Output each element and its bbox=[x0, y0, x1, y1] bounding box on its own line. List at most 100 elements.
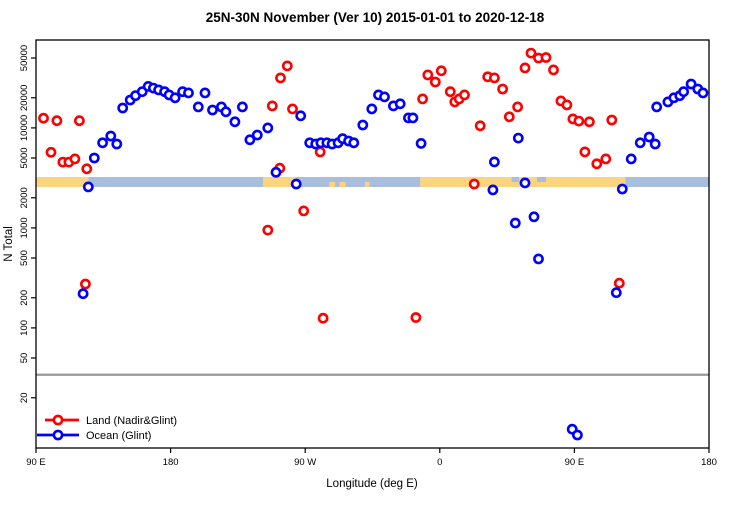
data-point-land bbox=[548, 64, 559, 76]
land-ocean-band bbox=[36, 177, 709, 187]
plot-frame bbox=[35, 39, 710, 449]
data-point-ocean bbox=[379, 91, 390, 103]
band-fleck-land bbox=[365, 182, 370, 187]
data-point-ocean bbox=[512, 132, 524, 144]
data-point-land bbox=[38, 112, 49, 124]
data-point-ocean bbox=[236, 101, 248, 113]
x-tick-label: 90 E bbox=[26, 457, 46, 468]
legend-label-ocean: Ocean (Glint) bbox=[86, 430, 151, 442]
data-point-land bbox=[468, 178, 480, 190]
band-segment-land bbox=[36, 177, 89, 187]
data-point-land bbox=[525, 47, 537, 59]
data-point-ocean bbox=[394, 98, 406, 110]
x-tick-label: 0 bbox=[437, 457, 442, 468]
data-point-land bbox=[81, 163, 93, 175]
data-point-land bbox=[573, 115, 585, 127]
legend-label-land: Land (Nadir&Glint) bbox=[86, 415, 177, 427]
data-point-ocean bbox=[678, 86, 689, 98]
data-point-land bbox=[262, 224, 274, 236]
data-point-ocean bbox=[649, 138, 661, 150]
data-point-land bbox=[410, 312, 422, 323]
data-point-land bbox=[317, 312, 329, 324]
band-fleck-ocean bbox=[537, 177, 546, 182]
y-tick-label: 100 bbox=[19, 320, 30, 336]
data-point-ocean bbox=[651, 101, 663, 113]
data-point-land bbox=[613, 277, 625, 289]
x-tick-label: 90 W bbox=[294, 457, 316, 468]
band-segment-ocean bbox=[296, 177, 421, 187]
data-point-land bbox=[600, 153, 612, 165]
data-point-ocean bbox=[169, 92, 181, 104]
data-point-land bbox=[429, 76, 441, 88]
data-point-ocean bbox=[207, 104, 218, 116]
band-segment-ocean bbox=[625, 177, 709, 187]
y-tick-label: 10000 bbox=[19, 115, 30, 141]
data-point-ocean bbox=[519, 177, 531, 189]
data-point-ocean bbox=[82, 181, 94, 193]
data-point-ocean bbox=[685, 78, 697, 90]
data-point-ocean bbox=[192, 101, 204, 113]
data-point-land bbox=[444, 86, 456, 98]
data-point-ocean bbox=[488, 156, 500, 168]
y-tick-label: 5000 bbox=[19, 147, 30, 168]
data-point-ocean bbox=[229, 116, 241, 128]
data-point-land bbox=[266, 100, 278, 112]
data-point-ocean bbox=[697, 87, 709, 99]
legend-marker-land bbox=[52, 414, 64, 426]
y-tick-label: 2000 bbox=[19, 187, 30, 208]
data-point-ocean bbox=[183, 87, 194, 99]
data-point-ocean bbox=[88, 152, 100, 164]
data-point-ocean bbox=[528, 211, 540, 223]
data-point-ocean bbox=[357, 119, 369, 131]
data-point-land bbox=[519, 62, 531, 74]
data-point-land bbox=[298, 205, 310, 217]
x-tick-label: 180 bbox=[701, 457, 717, 468]
y-tick-label: 50000 bbox=[19, 45, 30, 71]
x-axis-title: Longitude (deg E) bbox=[326, 478, 418, 490]
y-tick-label: 500 bbox=[19, 250, 30, 266]
data-point-ocean bbox=[244, 134, 256, 146]
data-point-ocean bbox=[97, 137, 108, 149]
data-point-land bbox=[497, 83, 508, 95]
legend: Land (Nadir&Glint) Ocean (Glint) bbox=[37, 414, 177, 442]
band-fleck-ocean bbox=[511, 177, 520, 182]
data-point-land bbox=[474, 120, 486, 132]
data-point-land bbox=[275, 72, 286, 84]
data-point-land bbox=[287, 103, 298, 115]
data-point-land bbox=[435, 65, 447, 77]
band-segment-land bbox=[263, 177, 297, 187]
band-segment-ocean bbox=[88, 177, 264, 187]
y-tick-label: 200 bbox=[19, 290, 30, 306]
y-tick-label: 20000 bbox=[19, 85, 30, 111]
y-tick-label: 50 bbox=[19, 353, 30, 364]
data-point-ocean bbox=[270, 166, 282, 178]
data-point-land bbox=[69, 153, 81, 165]
data-point-ocean bbox=[262, 122, 274, 134]
y-tick-label: 1000 bbox=[19, 217, 30, 238]
data-point-ocean bbox=[634, 137, 646, 149]
data-point-ocean bbox=[610, 287, 622, 299]
data-point-land bbox=[45, 146, 57, 158]
band-fleck-land bbox=[339, 182, 346, 187]
x-tick-label: 180 bbox=[163, 457, 179, 468]
data-point-land bbox=[540, 52, 552, 63]
data-point-ocean bbox=[533, 253, 544, 265]
data-point-ocean bbox=[407, 112, 419, 124]
data-point-land bbox=[584, 116, 595, 128]
data-point-land bbox=[281, 60, 293, 72]
data-point-land bbox=[512, 101, 523, 113]
data-point-ocean bbox=[251, 129, 263, 141]
data-point-ocean bbox=[616, 183, 628, 195]
data-point-ocean bbox=[366, 103, 378, 115]
data-point-land bbox=[417, 93, 428, 105]
data-point-ocean bbox=[77, 288, 89, 300]
data-point-land bbox=[422, 69, 434, 81]
data-point-ocean bbox=[487, 184, 499, 196]
data-point-ocean bbox=[415, 137, 427, 149]
axes: 20 50 100 200 500 1000 2000 5000 10000 20000 50000… bbox=[19, 39, 717, 468]
chart-title: 25N-30N November (Ver 10) 2015-01-01 to … bbox=[206, 10, 545, 25]
data-point-ocean bbox=[643, 131, 655, 143]
data-point-ocean bbox=[199, 87, 211, 99]
